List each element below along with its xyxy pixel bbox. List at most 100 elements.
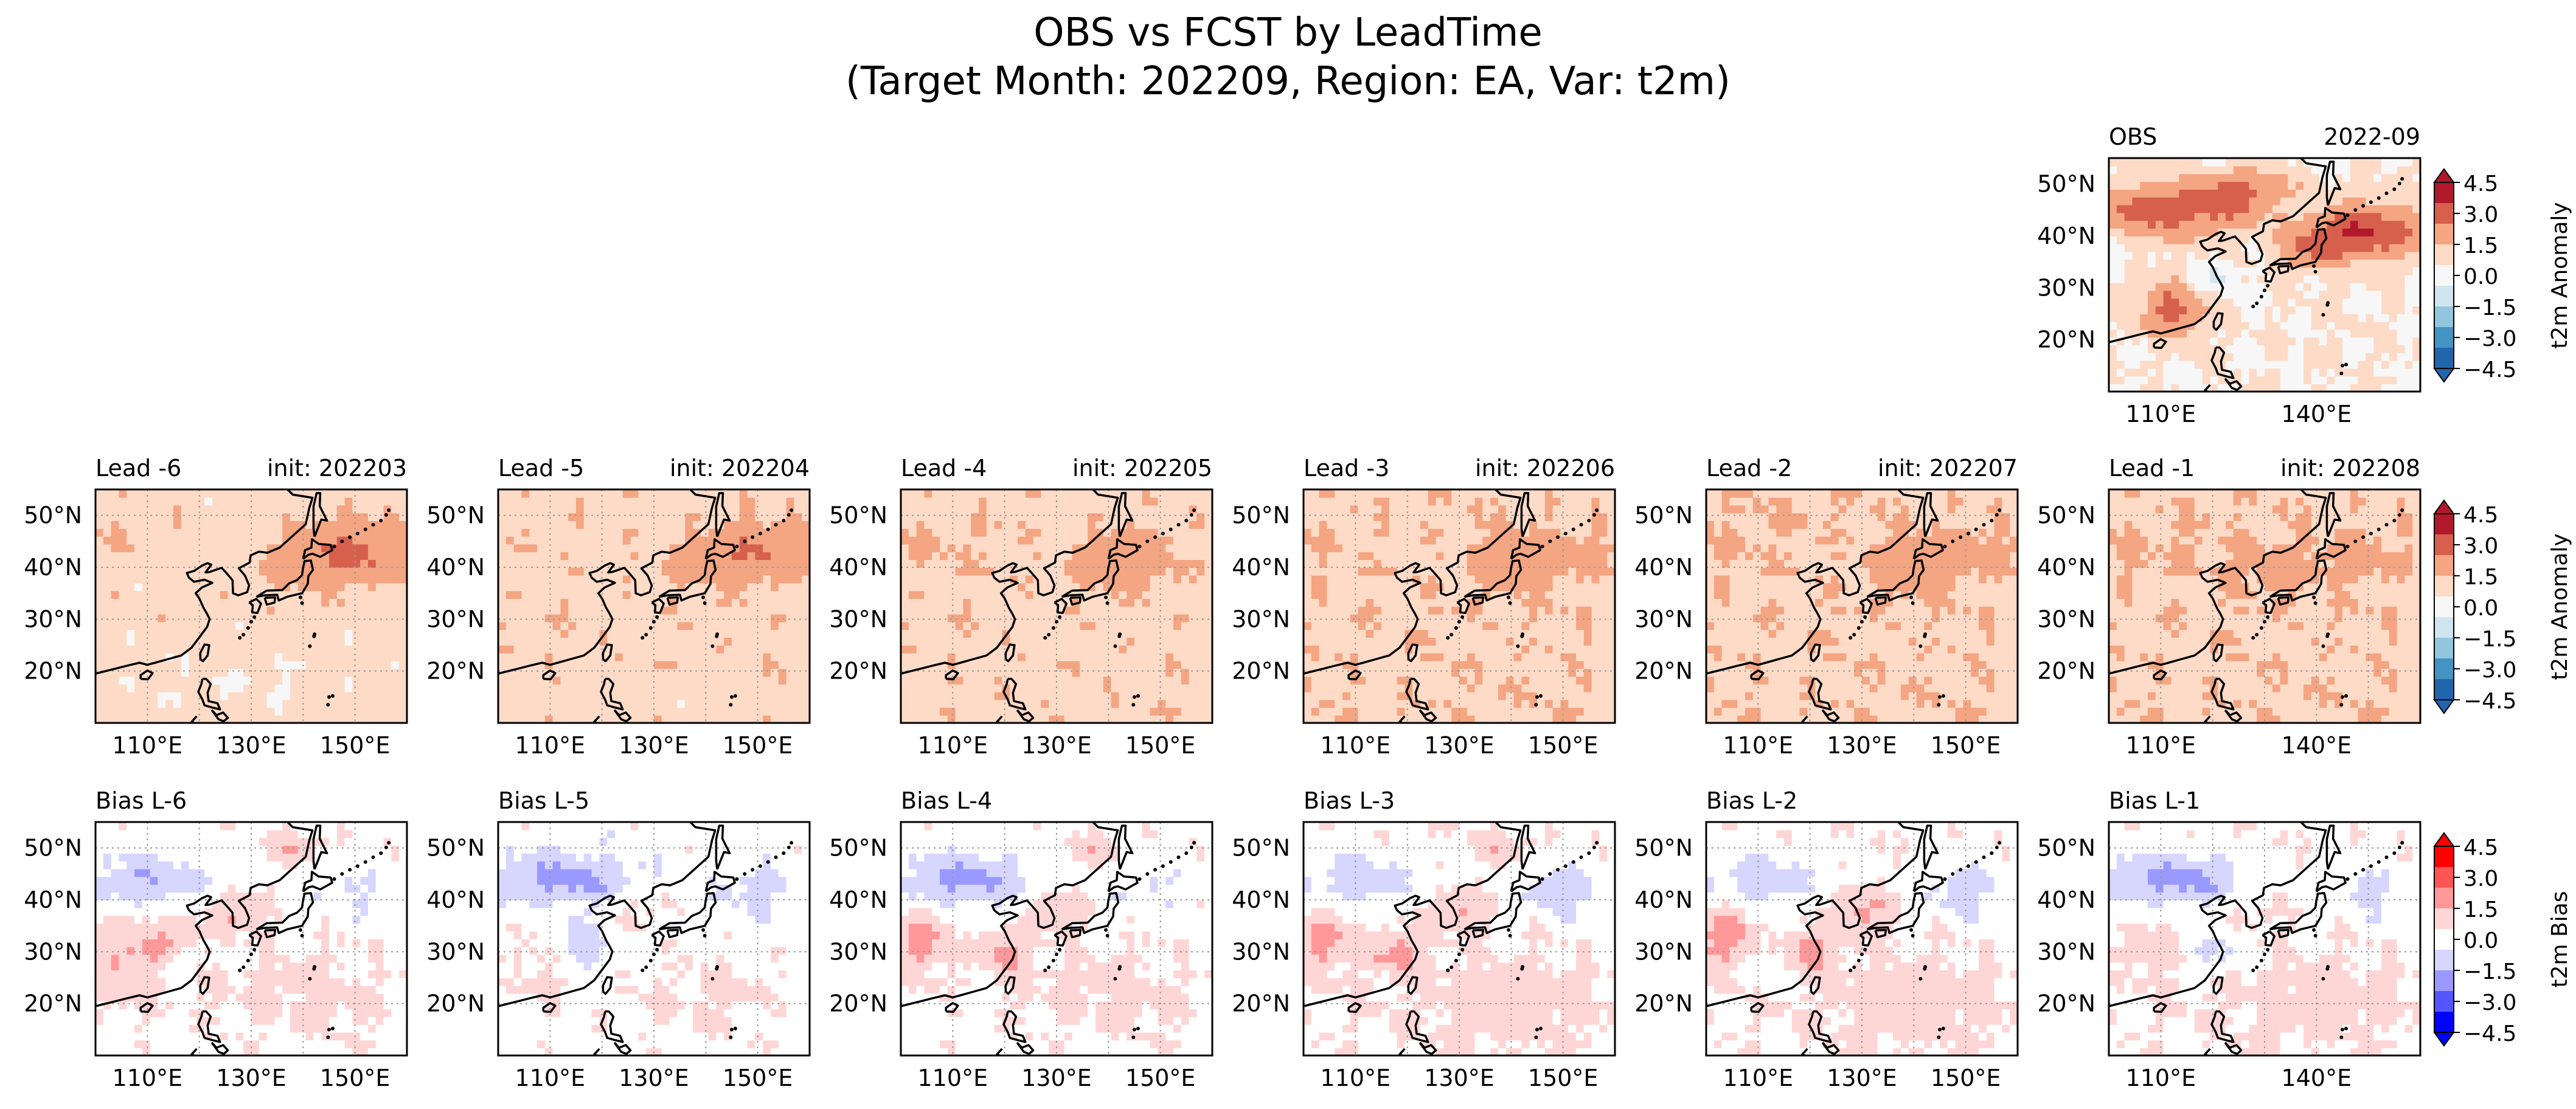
grid-cell (2288, 173, 2296, 182)
grid-cell (583, 505, 592, 514)
grid-cell (1189, 707, 1198, 716)
grid-cell (963, 613, 971, 623)
grid-cell (963, 676, 971, 685)
grid-cell (924, 707, 932, 716)
grid-cell (1173, 691, 1182, 700)
grid-cell (2132, 204, 2140, 213)
grid-cell (1127, 691, 1135, 700)
grid-cell (2280, 197, 2289, 206)
grid-cell (908, 575, 917, 584)
grid-cell (1196, 613, 1205, 623)
grid-cell (1127, 606, 1135, 615)
grid-cell (755, 637, 763, 646)
grid-cell (1064, 637, 1073, 646)
grid-cell (119, 489, 127, 498)
grid-cell (2140, 360, 2148, 369)
grid-cell (391, 691, 400, 700)
grid-cell (235, 660, 244, 669)
grid-cell (1088, 606, 1096, 615)
grid-cell (103, 551, 112, 560)
grid-cell (2342, 368, 2351, 377)
grid-cell (2187, 360, 2195, 369)
grid-cell (158, 551, 166, 560)
grid-cell (630, 668, 639, 677)
grid-cell (2210, 337, 2218, 345)
grid-cell (2265, 345, 2273, 353)
grid-cell (708, 715, 717, 723)
grid-cell (786, 652, 795, 662)
grid-cell (2241, 267, 2250, 275)
grid-cell (2257, 329, 2265, 338)
grid-cell (2342, 376, 2351, 384)
grid-cell (227, 637, 237, 646)
grid-cell (1095, 621, 1104, 631)
grid-cell (786, 598, 795, 607)
grid-cell (537, 707, 546, 716)
grid-cell (1189, 621, 1198, 631)
grid-cell (1103, 606, 1112, 615)
grid-cell (344, 606, 353, 615)
grid-cell (2358, 158, 2367, 167)
grid-cell (971, 684, 979, 693)
grid-cell (344, 613, 353, 623)
grid-cell (297, 497, 307, 506)
island (1189, 513, 1193, 517)
grid-cell (2109, 181, 2117, 190)
grid-cell (2327, 368, 2335, 377)
grid-cell (947, 598, 956, 607)
grid-cell (994, 513, 1003, 521)
grid-cell (529, 497, 538, 506)
grid-cell (2397, 267, 2406, 275)
grid-cell (2288, 204, 2296, 213)
grid-cell (2233, 337, 2242, 345)
grid-cell (763, 660, 771, 669)
grid-cell (2148, 158, 2156, 167)
grid-cell (2366, 337, 2374, 345)
grid-cell (654, 645, 662, 654)
grid-cell (2280, 236, 2289, 244)
grid-cell (755, 513, 763, 521)
grid-cell (924, 691, 932, 700)
grid-cell (290, 567, 299, 576)
grid-cell (724, 567, 732, 576)
grid-cell (227, 559, 237, 568)
grid-cell (599, 567, 608, 576)
island (2312, 264, 2316, 268)
grid-cell (747, 645, 756, 654)
grid-cell (2163, 360, 2172, 369)
grid-cell (2249, 243, 2257, 252)
grid-cell (2210, 204, 2218, 213)
grid-cell (786, 489, 795, 498)
grid-cell (513, 637, 522, 646)
grid-cell (2350, 376, 2359, 384)
grid-cell (2140, 321, 2148, 330)
grid-cell (2132, 314, 2140, 322)
grid-cell (786, 559, 795, 568)
grid-cell (1158, 645, 1166, 654)
grid-cell (1010, 551, 1018, 560)
grid-cell (2179, 251, 2187, 260)
grid-cell (708, 684, 717, 693)
grid-cell (2187, 368, 2195, 377)
grid-cell (2358, 173, 2367, 182)
grid-cell (352, 575, 361, 584)
grid-cell (638, 629, 647, 638)
grid-cell (2381, 314, 2390, 322)
grid-cell (1189, 551, 1198, 560)
grid-cell (2397, 243, 2406, 252)
grid-cell (321, 637, 330, 646)
grid-cell (2194, 337, 2203, 345)
grid-cell (932, 559, 940, 568)
grid-cell (173, 699, 182, 708)
grid-cell (2179, 165, 2187, 174)
grid-cell (158, 536, 166, 545)
grid-cell (537, 489, 546, 498)
grid-cell (498, 660, 507, 669)
grid-cell (1088, 645, 1096, 654)
grid-cell (142, 536, 151, 545)
grid-cell (963, 660, 971, 669)
grid-cell (955, 613, 964, 623)
grid-cell (266, 505, 276, 514)
grid-cell (932, 598, 940, 607)
grid-cell (947, 715, 956, 723)
